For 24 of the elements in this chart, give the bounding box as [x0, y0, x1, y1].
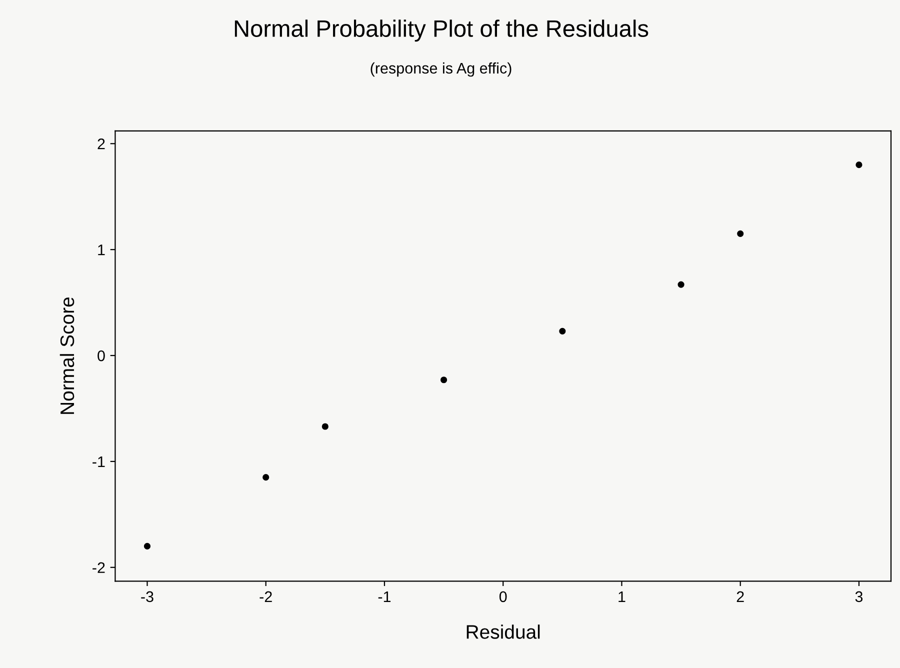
y-tick-label: 0	[98, 350, 105, 362]
point	[322, 423, 328, 430]
y-tick-label: 1	[98, 244, 105, 256]
x-axis-title: Residual	[466, 624, 540, 639]
point	[440, 376, 448, 384]
y-tick-label: 2	[98, 138, 105, 150]
point	[678, 281, 684, 288]
x-tick-label: -2	[260, 591, 272, 602]
point	[559, 328, 566, 334]
y-axis-title: Normal Score	[60, 297, 74, 414]
x-tick-label: 2	[736, 591, 744, 602]
chart-subtitle: (response is Ag effic)	[370, 62, 512, 77]
x-tick-label: 1	[618, 591, 626, 602]
x-tick-label: -1	[378, 591, 391, 602]
point	[737, 230, 744, 237]
y-tick-label: -2	[92, 562, 105, 573]
point	[856, 162, 862, 168]
point	[262, 474, 270, 481]
point	[144, 542, 151, 550]
chart-title: Normal Probability Plot of the Residuals	[234, 20, 648, 42]
x-tick-label: 3	[855, 591, 863, 602]
y-tick-label: -1	[92, 456, 105, 467]
x-tick-label: -3	[141, 591, 154, 602]
x-tick-label: 0	[499, 591, 507, 602]
